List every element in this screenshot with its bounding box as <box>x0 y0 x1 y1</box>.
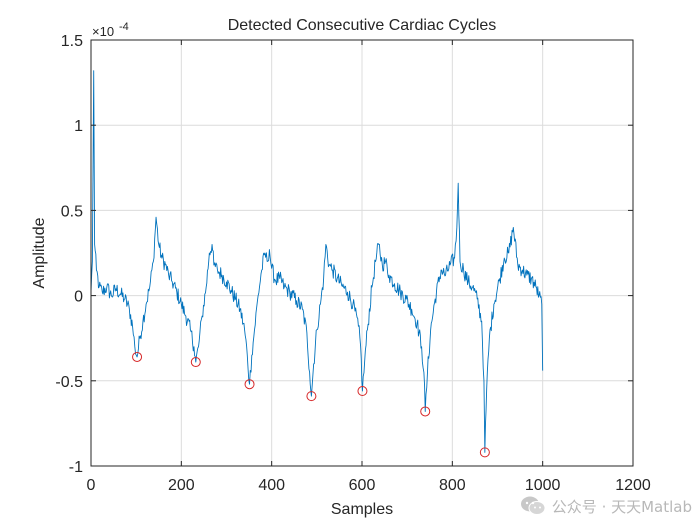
series-group <box>91 70 544 453</box>
tick-marks <box>90 39 634 467</box>
x-tick-label: 0 <box>87 477 96 494</box>
y-axis-title: Amplitude <box>31 217 48 288</box>
y-tick-label: -0.5 <box>55 374 83 391</box>
chart-title: Detected Consecutive Cardiac Cycles <box>228 17 497 34</box>
x-tick-labels: 0 200 400 600 800 1000 1200 <box>87 477 651 494</box>
x-axis-title: Samples <box>331 501 393 518</box>
y-tick-label: 1.5 <box>61 33 83 50</box>
y-exponent-label: ×10 -4 <box>92 21 129 39</box>
x-tick-label: 200 <box>168 477 195 494</box>
detected-markers-group <box>132 351 490 458</box>
detected-marker <box>357 386 368 397</box>
watermark: 公众号 · 天天Matlab <box>520 495 692 517</box>
wechat-icon <box>520 496 546 515</box>
y-multiplier-exponent: -4 <box>119 21 129 33</box>
detected-marker <box>479 447 490 458</box>
detected-marker <box>190 357 201 368</box>
detected-marker <box>244 379 255 390</box>
x-tick-label: 800 <box>439 477 466 494</box>
detected-marker <box>306 391 317 402</box>
x-tick-label: 600 <box>349 477 376 494</box>
x-tick-label: 1000 <box>525 477 561 494</box>
y-tick-label: 0.5 <box>61 203 83 220</box>
y-tick-label: 0 <box>74 289 83 306</box>
watermark-text: 公众号 · 天天Matlab <box>551 497 692 516</box>
y-multiplier-base: ×10 <box>92 24 114 39</box>
x-tick-label: 400 <box>258 477 285 494</box>
detected-marker <box>132 351 143 362</box>
y-tick-labels: -1 -0.5 0 0.5 1 1.5 <box>55 33 83 476</box>
plot-area <box>91 70 544 458</box>
y-tick-label: -1 <box>69 459 83 476</box>
detected-marker <box>420 406 431 417</box>
y-tick-label: 1 <box>74 118 83 135</box>
x-tick-label: 1200 <box>615 477 651 494</box>
series-line <box>91 70 544 453</box>
